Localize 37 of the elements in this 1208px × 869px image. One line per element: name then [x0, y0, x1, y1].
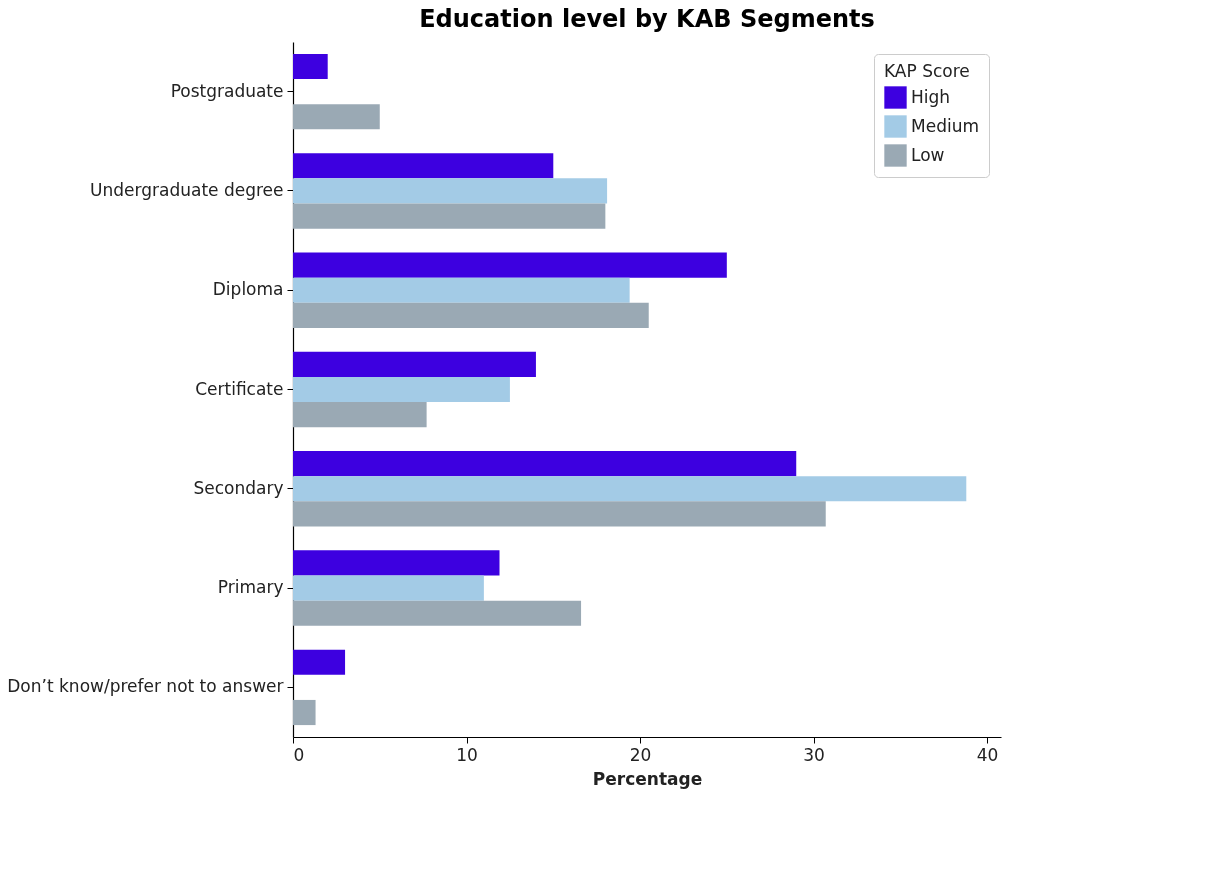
- bar: [293, 351, 536, 377]
- legend-label: Low: [911, 144, 945, 165]
- y-tick-label: Certificate: [195, 378, 284, 399]
- y-tick-label: Postgraduate: [170, 80, 284, 101]
- legend-title: KAP Score: [884, 61, 970, 81]
- bar: [293, 277, 630, 303]
- legend-label: High: [911, 86, 951, 107]
- bar: [293, 649, 346, 675]
- bar: [293, 178, 608, 204]
- legend-label: Medium: [911, 115, 979, 136]
- y-tick-label: Primary: [217, 577, 284, 598]
- bar: [293, 252, 727, 278]
- bar: [293, 53, 328, 80]
- x-tick-label: 20: [629, 744, 652, 765]
- bar: [293, 104, 380, 130]
- y-tick-label: Diploma: [212, 279, 284, 300]
- bar: [293, 699, 316, 726]
- bar: [293, 575, 484, 601]
- bar: [293, 550, 500, 576]
- y-tick-label: Undergraduate degree: [90, 179, 284, 200]
- bar: [293, 451, 797, 477]
- x-axis-title: Percentage: [592, 768, 703, 789]
- bar: [293, 376, 510, 403]
- x-tick-label: 10: [456, 744, 478, 765]
- x-tick-label: 0: [293, 744, 305, 765]
- x-tick-label: 40: [976, 744, 999, 765]
- bar: [293, 153, 554, 179]
- bar: [293, 600, 582, 626]
- bar: [293, 203, 606, 229]
- y-tick-label: Secondary: [193, 477, 284, 498]
- bar: [293, 501, 826, 527]
- chart-title: Education level by KAB Segments: [419, 5, 875, 33]
- bar: [293, 476, 967, 502]
- bar: [293, 402, 427, 428]
- y-tick-label: Don’t know/prefer not to answer: [7, 676, 284, 697]
- bar: [293, 302, 649, 328]
- x-tick-label: 30: [803, 744, 825, 765]
